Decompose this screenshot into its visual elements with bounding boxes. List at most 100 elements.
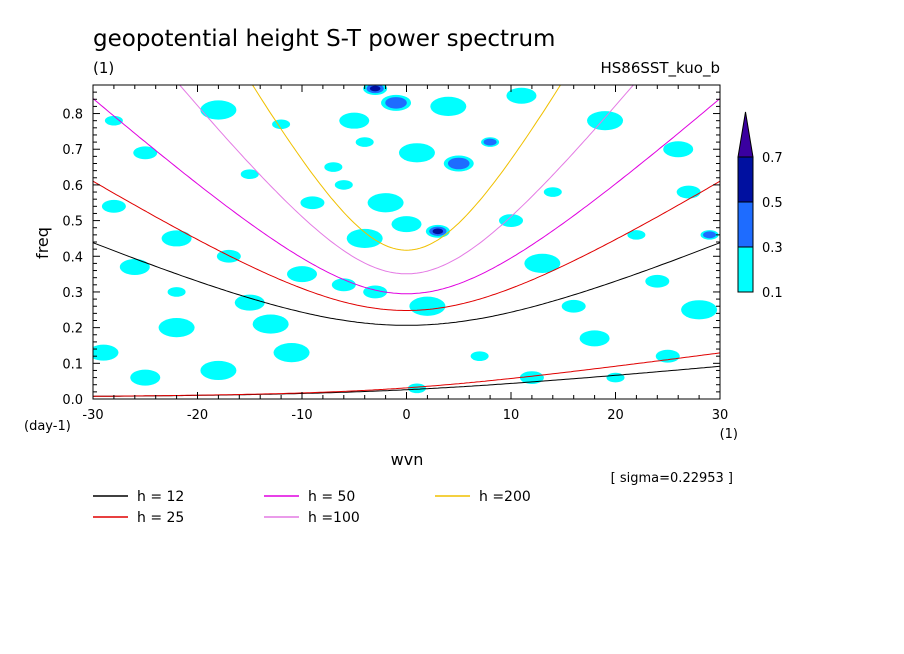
contour-blob — [430, 96, 467, 117]
contour-blob — [369, 85, 381, 92]
legend: h = 12 h = 25 h = 50 h =100 h =200 — [93, 489, 531, 526]
subtitle-right: HS86SST_kuo_b — [600, 59, 720, 78]
contour-blob — [409, 296, 446, 316]
dispersion-curves — [93, 85, 720, 397]
contour-blob — [252, 314, 289, 334]
contour-blob — [645, 274, 670, 288]
curve-upper-50 — [93, 98, 720, 295]
contour-blob — [499, 214, 523, 227]
contour-blob — [432, 228, 444, 235]
contour-blob — [240, 169, 259, 180]
contour-blob — [130, 369, 161, 386]
curve-upper-100 — [178, 85, 635, 275]
contour-blob — [391, 216, 422, 233]
contour-blob — [334, 180, 353, 190]
x-axis-label: wvn — [391, 450, 424, 469]
contour-blob — [703, 231, 717, 239]
y-tick-label: 0.1 — [62, 357, 83, 372]
contour-blob — [524, 253, 561, 274]
legend-label: h =100 — [308, 510, 360, 526]
colorbar-label: 0.7 — [762, 151, 783, 166]
contour-blob — [355, 137, 374, 147]
y-tick-label: 0.6 — [62, 179, 83, 194]
colorbar-triangle — [737, 111, 754, 158]
sigma-note: [ sigma=0.22953 ] — [611, 471, 733, 486]
contour-blob — [385, 97, 407, 109]
curve-upper-12 — [93, 242, 720, 326]
contour-blob — [272, 119, 291, 130]
contour-blob — [346, 228, 383, 249]
contour-blob — [470, 351, 489, 361]
y-tick-label: 0.7 — [62, 143, 83, 158]
contour-blob — [681, 300, 718, 320]
contour-blob — [367, 193, 404, 213]
colorbar-label: 0.3 — [762, 241, 783, 256]
contour-blob — [483, 138, 497, 146]
x-tick-label: 0 — [402, 408, 410, 423]
contour-blob — [606, 372, 625, 383]
y-axis-label: freq — [33, 227, 52, 259]
contour-blob — [273, 343, 310, 363]
power-contours — [93, 85, 719, 394]
x-tick-label: -10 — [291, 408, 312, 423]
chart-title: geopotential height S-T power spectrum — [93, 26, 555, 52]
contour-blob — [627, 230, 646, 240]
contour-blob — [506, 87, 537, 104]
contour-blob — [407, 383, 426, 394]
x-tick-label: -30 — [82, 408, 103, 423]
curve-upper-200 — [251, 85, 562, 251]
contour-blob — [587, 111, 624, 131]
legend-label: h = 50 — [308, 489, 355, 505]
y-tick-label: 0.5 — [62, 215, 83, 230]
x-unit-label: (1) — [720, 427, 738, 442]
y-tick-label: 0.3 — [62, 286, 83, 301]
contour-blob — [101, 199, 126, 213]
subtitle-left: (1) — [93, 59, 114, 77]
curve-upper-25 — [93, 180, 720, 311]
colorbar-label: 0.1 — [762, 286, 783, 301]
colorbar: 0.1 0.3 0.5 0.7 — [737, 111, 783, 301]
contour-blob — [167, 287, 186, 297]
contour-blob — [200, 100, 237, 120]
x-axis: -30 -20 -10 0 10 20 30 — [82, 85, 728, 423]
x-tick-label: 30 — [712, 408, 729, 423]
contour-blob — [161, 230, 192, 247]
legend-label: h = 25 — [137, 510, 184, 526]
contour-blob — [663, 141, 694, 158]
colorbar-swatch — [737, 246, 754, 293]
y-axis: 0.0 0.1 0.2 0.3 0.4 0.5 0.6 0.7 0.8 — [62, 84, 720, 408]
curve-lower-12 — [93, 365, 720, 397]
contour-blob — [519, 371, 544, 384]
contour-blob — [133, 146, 158, 160]
legend-label: h = 12 — [137, 489, 184, 505]
contour-blob — [93, 344, 119, 361]
y-tick-label: 0.4 — [62, 250, 83, 265]
contour-blob — [676, 185, 701, 199]
contour-blob — [104, 115, 123, 126]
colorbar-swatch — [737, 201, 754, 248]
x-tick-label: -20 — [187, 408, 208, 423]
y-unit-label: (day-1) — [24, 419, 71, 434]
contour-blob — [158, 318, 195, 338]
contour-blob — [234, 294, 265, 311]
colorbar-label: 0.5 — [762, 196, 783, 211]
contour-blob — [579, 330, 610, 347]
contour-blob — [561, 299, 586, 313]
contour-blob — [543, 187, 562, 197]
y-tick-label: 0.0 — [62, 393, 83, 408]
contour-blob — [398, 143, 435, 163]
contour-blob — [287, 266, 317, 283]
x-tick-label: 10 — [503, 408, 520, 423]
contour-blob — [447, 157, 470, 170]
x-tick-label: 20 — [607, 408, 624, 423]
contour-blob — [324, 162, 343, 172]
legend-label: h =200 — [479, 489, 531, 505]
y-tick-label: 0.8 — [62, 108, 83, 123]
contour-blob — [119, 258, 150, 275]
contour-blob — [200, 360, 237, 381]
y-tick-label: 0.2 — [62, 322, 83, 337]
contour-blob — [331, 278, 356, 292]
contour-blob — [339, 112, 370, 129]
colorbar-swatch — [737, 156, 754, 203]
